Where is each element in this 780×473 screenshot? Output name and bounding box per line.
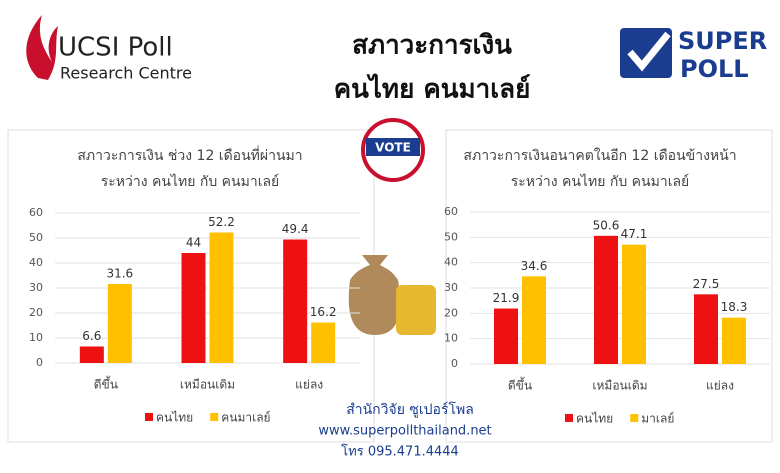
title-line: คนไทย คนมาเลย์ (334, 73, 531, 105)
legend-label: คนมาเลย์ (221, 411, 270, 425)
y-tick-label: 30 (444, 281, 458, 294)
y-tick-label: 10 (29, 331, 43, 344)
chart-subtitle: ระหว่าง คนไทย กับ คนมาเลย์ (511, 173, 690, 190)
x-tick-label: เหมือนเดิม (592, 379, 647, 393)
y-tick-label: 30 (29, 281, 43, 294)
data-label: 6.6 (82, 329, 101, 343)
legend-swatch (630, 414, 639, 422)
bar (181, 253, 206, 363)
bar (283, 239, 308, 363)
y-tick-label: 0 (451, 357, 458, 370)
ucsi-sub: Research Centre (60, 64, 192, 83)
chart-title: สภาวะการเงินอนาคตในอีก 12 เดือนข้างหน้า (463, 147, 736, 164)
bar (594, 235, 618, 364)
ucsi-flame (26, 15, 58, 80)
ucsi-name: UCSI Poll (58, 33, 173, 63)
y-tick-label: 40 (444, 256, 458, 269)
y-tick-label: 50 (29, 231, 43, 244)
vote-band (366, 138, 420, 156)
data-label: 16.2 (310, 305, 337, 319)
superpoll-word: SUPER (678, 27, 767, 55)
x-tick-label: เหมือนเดิม (180, 378, 235, 392)
x-tick-label: แย่ลง (706, 379, 734, 393)
legend-label: มาเลย์ (641, 412, 674, 426)
footer-text: www.superpollthailand.net (318, 424, 491, 439)
bar (722, 317, 746, 364)
bar (311, 322, 336, 363)
legend-label: คนไทย (576, 412, 613, 426)
legend-swatch (145, 413, 153, 421)
vote-text: VOTE (375, 141, 411, 155)
bar (79, 346, 104, 363)
legend-swatch (565, 414, 573, 422)
y-tick-label: 20 (29, 306, 43, 319)
money-bag (348, 255, 401, 335)
data-label: 47.1 (621, 227, 648, 241)
data-label: 44 (186, 236, 201, 250)
footer-text: โทร 095.471.4444 (341, 444, 459, 460)
y-tick-label: 60 (444, 205, 458, 218)
bar (209, 232, 234, 363)
bar (107, 284, 132, 363)
coins (396, 285, 436, 335)
data-label: 27.5 (693, 277, 720, 291)
y-tick-label: 20 (444, 306, 458, 319)
data-label: 49.4 (282, 222, 309, 236)
y-tick-label: 0 (36, 356, 43, 369)
bar (494, 308, 518, 364)
chart-title: สภาวะการเงิน ช่วง 12 เดือนที่ผ่านมา (77, 146, 302, 164)
x-tick-label: แย่ลง (295, 378, 323, 392)
data-label: 31.6 (106, 267, 133, 281)
superpoll-check (627, 31, 671, 72)
title-line: สภาวะการเงิน (352, 31, 512, 61)
data-label: 21.9 (493, 291, 520, 305)
legend-label: คนไทย (156, 411, 193, 425)
y-tick-label: 40 (29, 256, 43, 269)
x-tick-label: ดีขึ้น (94, 376, 118, 392)
y-tick-label: 60 (29, 206, 43, 219)
bar (694, 294, 718, 364)
y-tick-label: 10 (444, 332, 458, 345)
data-label: 50.6 (593, 218, 620, 232)
bar (622, 244, 646, 364)
chart-subtitle: ระหว่าง คนไทย กับ คนมาเลย์ (101, 173, 280, 190)
x-tick-label: ดีขึ้น (508, 377, 532, 393)
footer-text: สำนักวิจัย ซูเปอร์โพล (346, 401, 474, 418)
y-tick-label: 50 (444, 230, 458, 243)
superpoll-word: POLL (680, 55, 749, 83)
data-label: 18.3 (721, 300, 748, 314)
bar (522, 276, 546, 364)
data-label: 52.2 (208, 215, 235, 229)
legend-swatch (210, 413, 219, 421)
data-label: 34.6 (521, 259, 548, 273)
